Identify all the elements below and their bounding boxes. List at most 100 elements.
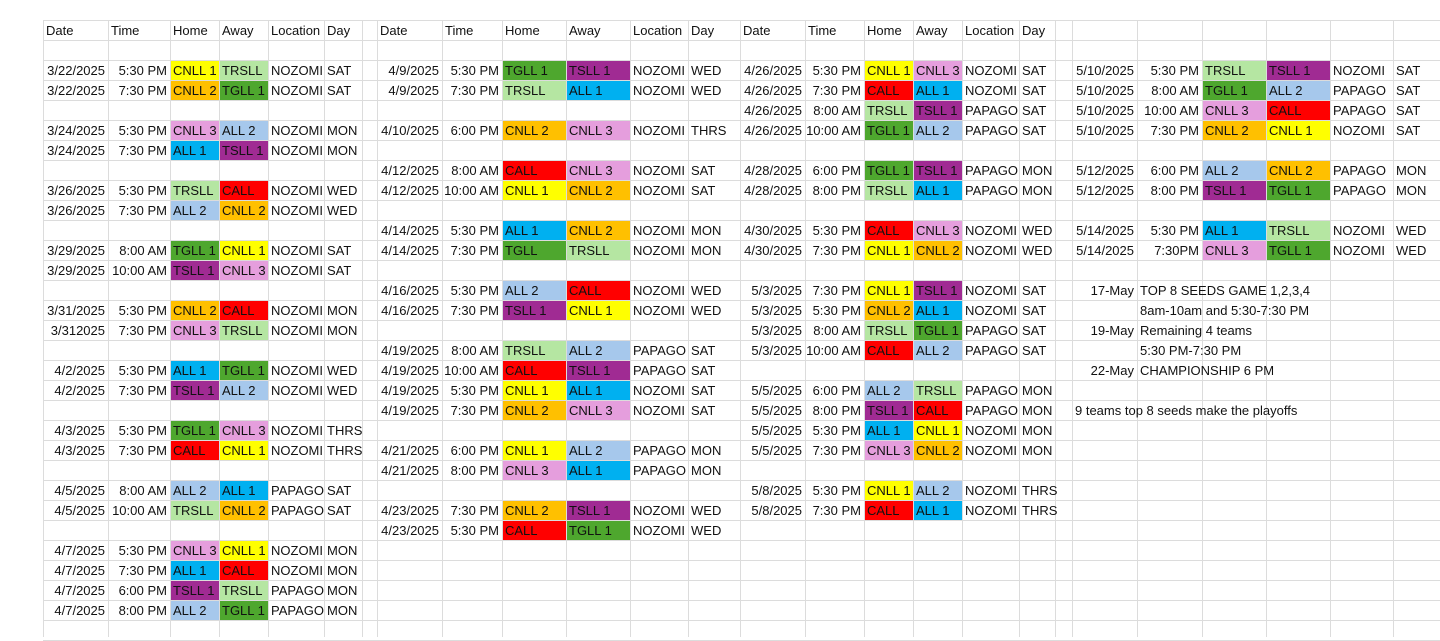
- game-home-cell[interactable]: CNLL 2: [503, 401, 566, 420]
- game-day-cell[interactable]: SAT: [1396, 63, 1421, 78]
- game-date-cell[interactable]: 4/2/2025: [54, 363, 105, 378]
- game-away-cell[interactable]: CNLL 3: [220, 421, 268, 440]
- game-time-cell[interactable]: 7:30 PM: [812, 503, 861, 518]
- game-day-cell[interactable]: WED: [327, 183, 358, 198]
- game-day-cell[interactable]: WED: [327, 383, 358, 398]
- game-date-cell[interactable]: 4/7/2025: [54, 543, 105, 558]
- game-away-cell[interactable]: CNLL 1: [220, 441, 268, 460]
- game-location-cell[interactable]: NOZOMI: [271, 263, 323, 278]
- game-date-cell[interactable]: 5/5/2025: [751, 403, 802, 418]
- game-home-cell[interactable]: CALL: [503, 521, 566, 540]
- column-header-date[interactable]: Date: [743, 23, 771, 38]
- game-date-cell[interactable]: 4/12/2025: [381, 163, 439, 178]
- game-home-cell[interactable]: ALL 1: [865, 421, 913, 440]
- game-away-cell[interactable]: ALL 2: [914, 481, 962, 500]
- game-home-cell[interactable]: TSLL 1: [171, 261, 219, 280]
- game-location-cell[interactable]: PAPAGO: [1333, 163, 1386, 178]
- game-location-cell[interactable]: NOZOMI: [965, 303, 1017, 318]
- game-away-cell[interactable]: CNLL 1: [567, 301, 630, 320]
- game-away-cell[interactable]: CNLL 2: [220, 201, 268, 220]
- game-away-cell[interactable]: ALL 2: [567, 441, 630, 460]
- game-home-cell[interactable]: TGLL 1: [171, 421, 219, 440]
- column-header-home[interactable]: Home: [505, 23, 540, 38]
- game-home-cell[interactable]: TRSLL: [503, 81, 566, 100]
- game-day-cell[interactable]: MON: [691, 243, 722, 258]
- game-date-cell[interactable]: 5/14/2025: [1076, 243, 1134, 258]
- game-home-cell[interactable]: CNLL 2: [503, 121, 566, 140]
- game-away-cell[interactable]: TSLL 1: [914, 101, 962, 120]
- game-location-cell[interactable]: NOZOMI: [271, 383, 323, 398]
- game-date-cell[interactable]: 5/10/2025: [1076, 83, 1134, 98]
- game-date-cell[interactable]: 4/23/2025: [381, 503, 439, 518]
- column-header-location[interactable]: Location: [965, 23, 1015, 38]
- game-location-cell[interactable]: NOZOMI: [1333, 63, 1385, 78]
- game-home-cell[interactable]: TSLL 1: [171, 381, 219, 400]
- game-time-cell[interactable]: 5:30 PM: [118, 63, 167, 78]
- game-day-cell[interactable]: WED: [327, 363, 358, 378]
- game-home-cell[interactable]: ALL 1: [503, 221, 566, 240]
- game-away-cell[interactable]: TRSLL: [567, 241, 630, 260]
- column-header-location[interactable]: Location: [271, 23, 321, 38]
- game-day-cell[interactable]: SAT: [1022, 63, 1047, 78]
- game-away-cell[interactable]: TGLL 1: [1267, 181, 1330, 200]
- game-day-cell[interactable]: WED: [327, 203, 358, 218]
- game-day-cell[interactable]: MON: [1022, 403, 1053, 418]
- game-time-cell[interactable]: 5:30 PM: [450, 383, 499, 398]
- game-date-cell[interactable]: 4/19/2025: [381, 343, 439, 358]
- game-date-cell[interactable]: 4/3/2025: [54, 443, 105, 458]
- game-home-cell[interactable]: TSLL 1: [865, 401, 913, 420]
- game-location-cell[interactable]: NOZOMI: [1333, 243, 1385, 258]
- game-date-cell[interactable]: 4/5/2025: [54, 503, 105, 518]
- game-day-cell[interactable]: MON: [1022, 443, 1053, 458]
- game-away-cell[interactable]: CNLL 3: [567, 161, 630, 180]
- game-home-cell[interactable]: TRSLL: [171, 181, 219, 200]
- game-location-cell[interactable]: NOZOMI: [1333, 223, 1385, 238]
- game-location-cell[interactable]: NOZOMI: [633, 503, 685, 518]
- game-time-cell[interactable]: 10:00 AM: [444, 183, 499, 198]
- game-away-cell[interactable]: CALL: [1267, 101, 1330, 120]
- game-home-cell[interactable]: TGLL: [503, 241, 566, 260]
- column-header-home[interactable]: Home: [867, 23, 902, 38]
- game-location-cell[interactable]: NOZOMI: [965, 283, 1017, 298]
- game-location-cell[interactable]: PAPAGO: [965, 183, 1018, 198]
- game-away-cell[interactable]: CNLL 3: [914, 221, 962, 240]
- game-time-cell[interactable]: 8:00 AM: [813, 323, 861, 338]
- game-home-cell[interactable]: TRSLL: [503, 341, 566, 360]
- game-day-cell[interactable]: WED: [691, 83, 722, 98]
- game-location-cell[interactable]: PAPAGO: [965, 163, 1018, 178]
- game-home-cell[interactable]: CNLL 3: [171, 541, 219, 560]
- game-away-cell[interactable]: TGLL 1: [220, 81, 268, 100]
- game-date-cell[interactable]: 5/3/2025: [751, 283, 802, 298]
- game-home-cell[interactable]: ALL 2: [171, 601, 219, 620]
- game-away-cell[interactable]: TRSLL: [220, 61, 268, 80]
- game-location-cell[interactable]: NOZOMI: [271, 203, 323, 218]
- game-home-cell[interactable]: ALL 1: [1203, 221, 1266, 240]
- game-home-cell[interactable]: TGLL 1: [865, 121, 913, 140]
- playoff-note-cell[interactable]: 9 teams top 8 seeds make the playoffs: [1075, 403, 1298, 418]
- game-home-cell[interactable]: TRSLL: [171, 501, 219, 520]
- game-time-cell[interactable]: 6:00 PM: [812, 163, 861, 178]
- game-day-cell[interactable]: THRS: [1022, 503, 1058, 518]
- game-away-cell[interactable]: TSLL 1: [1267, 61, 1330, 80]
- game-location-cell[interactable]: NOZOMI: [965, 423, 1017, 438]
- game-location-cell[interactable]: PAPAGO: [1333, 183, 1386, 198]
- game-day-cell[interactable]: SAT: [691, 163, 716, 178]
- game-location-cell[interactable]: PAPAGO: [965, 403, 1018, 418]
- game-location-cell[interactable]: PAPAGO: [965, 103, 1018, 118]
- game-away-cell[interactable]: ALL 2: [914, 121, 962, 140]
- game-day-cell[interactable]: SAT: [327, 263, 352, 278]
- game-time-cell[interactable]: 5:30 PM: [812, 423, 861, 438]
- game-away-cell[interactable]: CALL: [220, 181, 268, 200]
- game-away-cell[interactable]: TSLL 1: [914, 161, 962, 180]
- game-home-cell[interactable]: TRSLL: [865, 181, 913, 200]
- game-date-cell[interactable]: 5/8/2025: [751, 483, 802, 498]
- game-location-cell[interactable]: PAPAGO: [633, 343, 686, 358]
- game-time-cell[interactable]: 5:30 PM: [812, 223, 861, 238]
- game-location-cell[interactable]: NOZOMI: [271, 423, 323, 438]
- game-time-cell[interactable]: 8:00 AM: [1151, 83, 1199, 98]
- game-time-cell[interactable]: 5:30 PM: [118, 423, 167, 438]
- game-away-cell[interactable]: TRSLL: [1267, 221, 1330, 240]
- game-home-cell[interactable]: CALL: [503, 361, 566, 380]
- game-date-cell[interactable]: 4/14/2025: [381, 243, 439, 258]
- game-date-cell[interactable]: 4/23/2025: [381, 523, 439, 538]
